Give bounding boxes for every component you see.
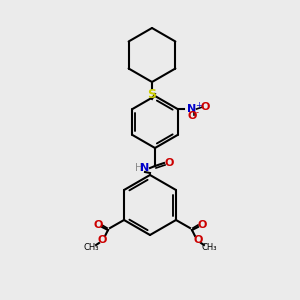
Text: O: O [93, 220, 103, 230]
Text: N: N [140, 163, 150, 173]
Text: O: O [201, 102, 210, 112]
Text: N: N [187, 104, 196, 114]
Text: +: + [195, 100, 202, 109]
Text: O: O [188, 111, 197, 121]
Text: -: - [196, 109, 199, 118]
Text: O: O [197, 220, 207, 230]
Text: H: H [135, 163, 143, 173]
Text: O: O [97, 235, 107, 245]
Text: O: O [193, 235, 203, 245]
Text: O: O [164, 158, 174, 168]
Text: CH₃: CH₃ [83, 242, 99, 251]
Text: CH₃: CH₃ [201, 242, 217, 251]
Text: S: S [148, 88, 157, 100]
